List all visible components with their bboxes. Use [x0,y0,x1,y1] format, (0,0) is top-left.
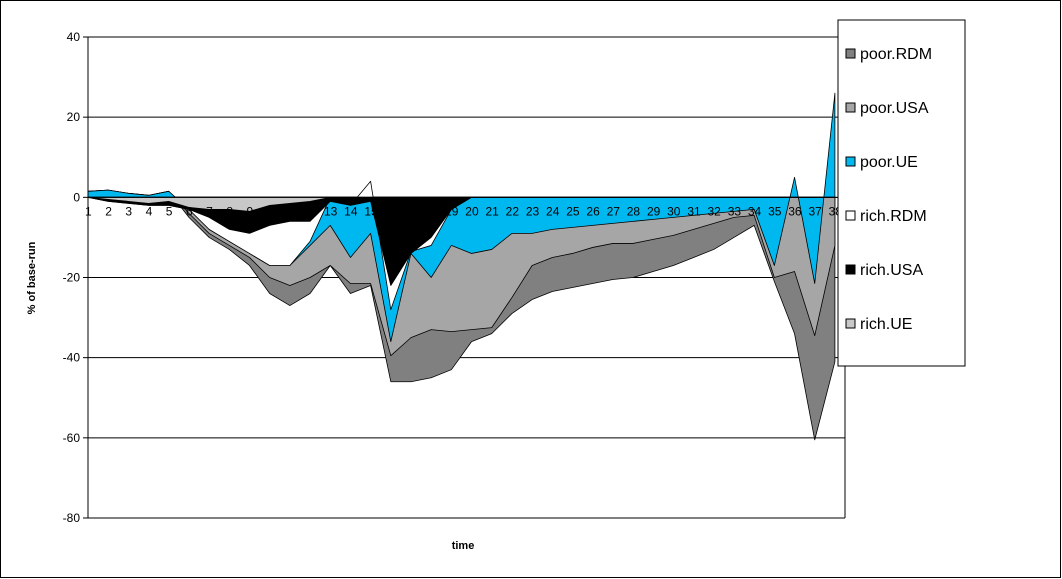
x-tick-label: 33 [728,204,742,218]
x-tick-label: 18 [425,204,439,218]
y-tick-label: -40 [63,351,81,365]
x-tick-label: 25 [566,204,580,218]
x-tick-label: 35 [768,204,782,218]
x-tick-label: 28 [627,204,641,218]
y-tick-label: -80 [63,511,81,525]
x-tick-label: 19 [445,204,459,218]
x-tick-label: 3 [125,204,132,218]
area-series [87,92,836,441]
legend-label: rich.UE [860,316,912,333]
legend-label: poor.USA [860,100,929,117]
legend-swatch [845,48,856,59]
y-tick-label: 20 [67,110,81,124]
x-tick-label: 10 [263,204,277,218]
x-tick-label: 30 [667,204,681,218]
x-tick-label: 37 [808,204,822,218]
legend: poor.RDM poor.USA poor.UE rich.RDM rich.USA r… [837,19,966,367]
legend-swatch [845,318,856,329]
x-tick-label: 13 [324,204,338,218]
x-tick-label: 21 [485,204,499,218]
x-tick-label: 23 [526,204,540,218]
legend-swatch [845,210,856,221]
x-tick-label: 36 [788,204,802,218]
x-tick-label: 24 [546,204,560,218]
x-tick-label: 22 [506,204,520,218]
y-tick-labels: 40 20 0 -20 -40 -60 -80 [63,30,81,525]
x-tick-label: 2 [105,204,112,218]
x-tick-label: 4 [146,204,153,218]
x-tick-label: 15 [364,204,378,218]
y-tick-label: 0 [73,190,80,204]
legend-swatch [845,156,856,167]
legend-label: rich.RDM [860,208,927,225]
legend-label: poor.RDM [860,46,932,63]
x-tick-label: 12 [304,204,318,218]
x-tick-label: 6 [186,204,193,218]
legend-box [837,19,966,367]
y-axis-label: % of base-run [26,241,38,314]
x-tick-label: 20 [465,204,479,218]
x-tick-label: 1 [85,204,92,218]
x-tick-labels: 1 2 3 4 5 6 7 8 9 10 11 12 13 14 15 16 17 18 19 20 21 22 23 24 2… [85,204,842,218]
x-tick-label: 7 [206,204,213,218]
x-tick-label: 11 [284,204,297,218]
y-tick-label: 40 [67,30,81,44]
x-axis-label: time [452,540,475,552]
x-tick-label: 26 [586,204,600,218]
y-tick-label: -20 [63,271,81,285]
x-tick-label: 34 [748,204,762,218]
y-tick-label: -60 [63,431,81,445]
x-tick-label: 8 [226,204,233,218]
x-tick-label: 17 [405,204,419,218]
x-tick-label: 14 [344,204,358,218]
x-tick-label: 31 [687,204,701,218]
legend-swatch [845,264,856,275]
legend-label: rich.USA [860,262,923,279]
x-tick-label: 5 [166,204,173,218]
legend-swatch [845,102,856,113]
legend-label: poor.UE [860,154,918,171]
x-tick-label: 27 [607,204,621,218]
x-tick-label: 9 [247,204,254,218]
x-tick-label: 32 [708,204,722,218]
x-tick-label: 16 [385,204,399,218]
x-tick-label: 29 [647,204,661,218]
